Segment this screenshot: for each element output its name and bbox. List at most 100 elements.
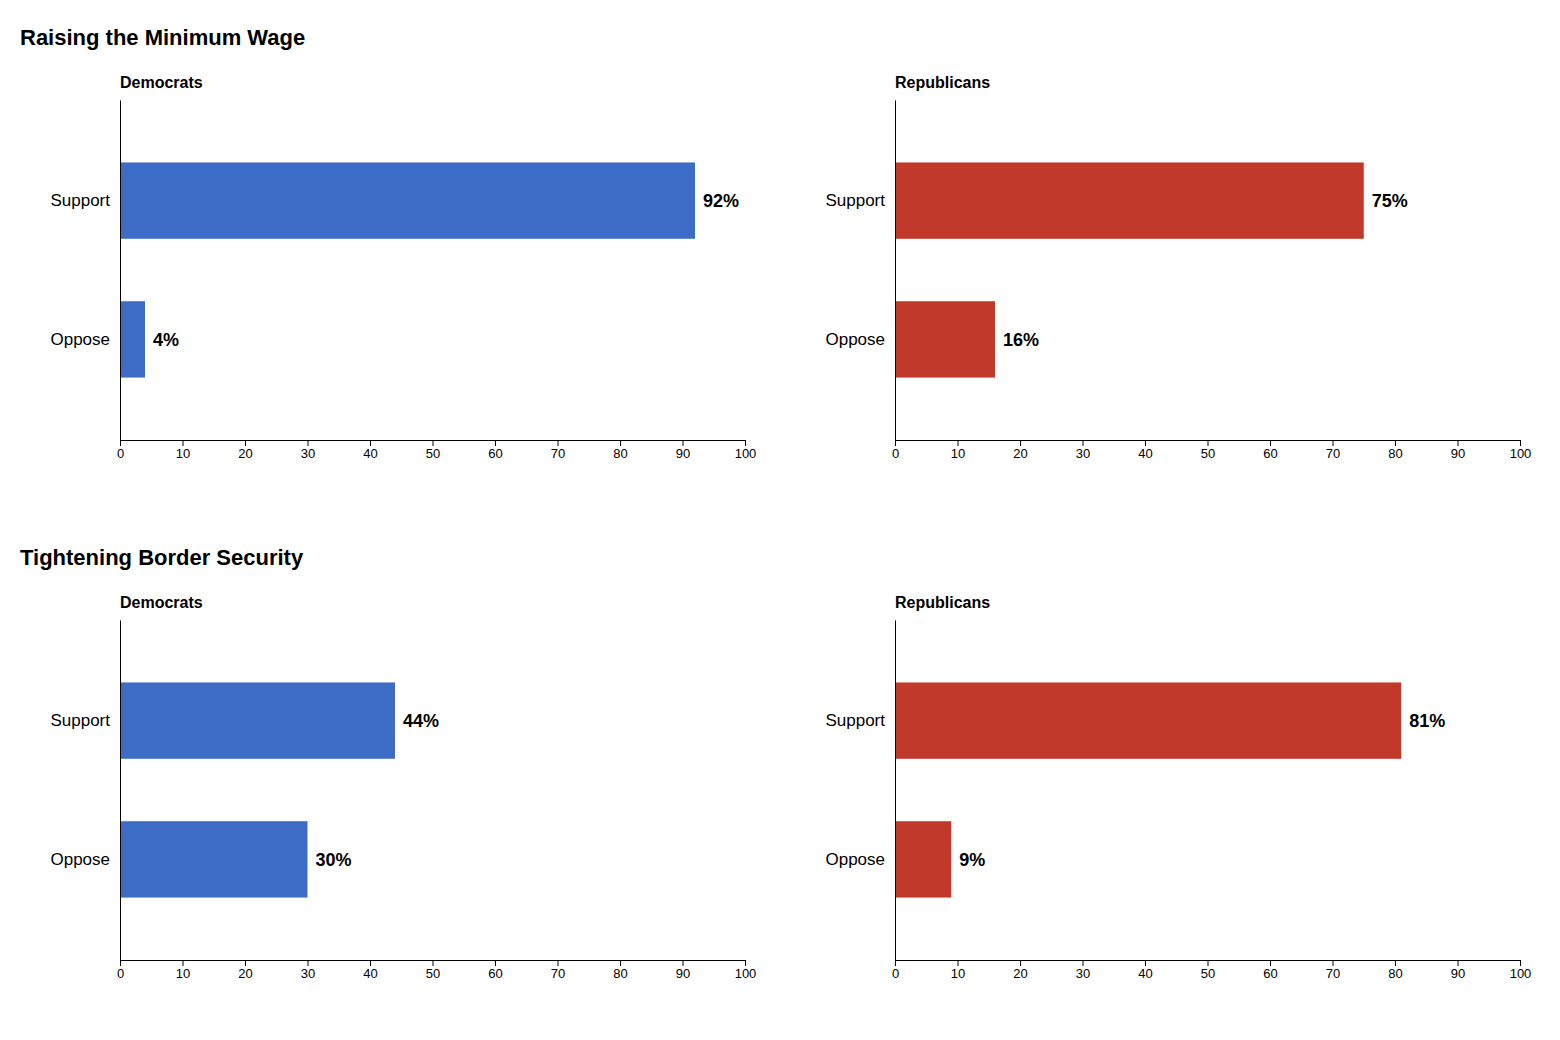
tick-label: 60 <box>488 446 502 461</box>
x-tick: 90 <box>1451 440 1465 461</box>
bar-horizontal <box>895 162 1364 238</box>
y-tick: Oppose <box>50 850 120 869</box>
axis-line <box>895 621 896 961</box>
tick-mark <box>183 960 184 966</box>
x-tick: 10 <box>176 440 190 461</box>
tick-label: 80 <box>613 446 627 461</box>
tick-label: 80 <box>1388 446 1402 461</box>
y-tick: Support <box>825 711 895 730</box>
x-tick: 100 <box>735 440 757 461</box>
panel-title: Republicans <box>895 594 990 611</box>
bars <box>895 682 1401 897</box>
x-tick: 10 <box>951 440 965 461</box>
tick-label: 50 <box>426 446 440 461</box>
x-tick: 90 <box>676 440 690 461</box>
tick-label: 50 <box>1201 966 1215 981</box>
tick-label: 20 <box>238 966 252 981</box>
tick-mark <box>433 960 434 966</box>
y-axis: SupportOppose <box>50 101 120 441</box>
x-tick: 60 <box>1263 960 1277 981</box>
y-tick: Support <box>50 711 120 730</box>
tick-mark <box>895 960 896 966</box>
y-axis: Support Oppose <box>50 621 120 961</box>
x-tick: 80 <box>613 960 627 981</box>
tick-label: 30 <box>1076 446 1090 461</box>
x-axis: 0102030405060708090100 <box>117 960 756 981</box>
x-tick: 30 <box>301 440 315 461</box>
x-tick: 90 <box>676 960 690 981</box>
bars <box>120 162 695 377</box>
x-axis: 0102030405060708090100 <box>117 440 756 461</box>
tick-label: 100 <box>735 966 757 981</box>
x-axis: 0102030405060708090100 <box>892 440 1531 461</box>
tick-mark <box>495 960 496 966</box>
tick-mark <box>1208 960 1209 966</box>
tick-label: 40 <box>1138 446 1152 461</box>
x-tick: 40 <box>1138 440 1152 461</box>
tick-label: 0 <box>892 966 899 981</box>
tick-label: 70 <box>551 966 565 981</box>
panel: Democrats92%4%0102030405060708090100Supp… <box>50 74 756 461</box>
tick-mark <box>620 960 621 966</box>
x-tick: 40 <box>1138 960 1152 981</box>
tick-mark <box>558 960 559 966</box>
tick-label: 20 <box>1013 966 1027 981</box>
x-tick: 50 <box>426 960 440 981</box>
tick-label: 100 <box>1510 446 1532 461</box>
bar-horizontal <box>120 301 145 377</box>
x-tick: 20 <box>238 440 252 461</box>
topic-group: Raising the Minimum WageDemocrats92%4%01… <box>20 25 1531 461</box>
tick-label: 50 <box>1201 446 1215 461</box>
axis-line <box>895 101 896 441</box>
tick-mark <box>183 440 184 446</box>
value-labels: 92%4% <box>153 191 739 350</box>
tick-mark <box>1520 440 1521 446</box>
x-tick: 40 <box>363 960 377 981</box>
tick-mark <box>745 440 746 446</box>
tick-label: 20 <box>1013 446 1027 461</box>
bars <box>120 682 395 897</box>
tick-label: 90 <box>1451 966 1465 981</box>
y-axis: SupportOppose <box>825 101 895 441</box>
x-tick: 10 <box>176 960 190 981</box>
tick-mark <box>1395 960 1396 966</box>
x-tick: 70 <box>551 440 565 461</box>
y-tick: Oppose <box>825 850 895 869</box>
axis-line <box>896 441 1521 447</box>
x-tick: 100 <box>1510 440 1532 461</box>
x-tick: 70 <box>1326 440 1340 461</box>
bar-horizontal <box>120 682 395 758</box>
value-label: 92% <box>703 191 739 211</box>
value-label: 16% <box>1003 330 1039 350</box>
tick-mark <box>683 440 684 446</box>
tick-label: 60 <box>1263 446 1277 461</box>
tick-mark <box>745 960 746 966</box>
axis-line <box>121 441 746 447</box>
tick-mark <box>1083 960 1084 966</box>
bar-horizontal <box>120 821 308 897</box>
x-tick: 60 <box>488 440 502 461</box>
tick-mark <box>1083 440 1084 446</box>
tick-label: 10 <box>951 966 965 981</box>
value-labels: 44% 30% <box>316 711 440 870</box>
x-tick: 50 <box>1201 440 1215 461</box>
x-tick: 30 <box>1076 960 1090 981</box>
tick-mark <box>1208 440 1209 446</box>
tick-label: 20 <box>238 446 252 461</box>
panel-title: Democrats <box>120 74 203 91</box>
tick-label: Support <box>50 191 110 210</box>
tick-mark <box>370 440 371 446</box>
value-label: 30% <box>316 850 352 870</box>
bar-horizontal <box>895 682 1401 758</box>
tick-label: 60 <box>488 966 502 981</box>
x-tick: 80 <box>1388 440 1402 461</box>
axis-line <box>120 101 121 441</box>
value-label: 9% <box>959 850 985 870</box>
tick-label: 70 <box>551 446 565 461</box>
tick-label: Support <box>50 711 110 730</box>
value-label: 44% <box>403 711 439 731</box>
x-tick: 30 <box>1076 440 1090 461</box>
x-tick: 0 <box>892 960 899 981</box>
tick-mark <box>1020 440 1021 446</box>
x-tick: 60 <box>488 960 502 981</box>
